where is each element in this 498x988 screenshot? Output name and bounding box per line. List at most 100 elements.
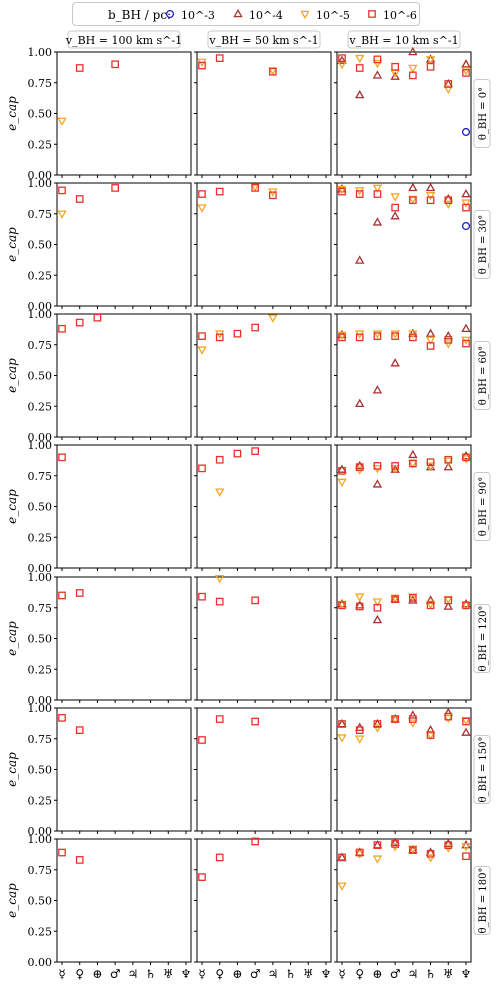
legend-label-1: 10^-4 [249, 9, 283, 22]
point-r5-c0-1e-6-1 [75, 726, 84, 734]
xtick-label-c0-7: ♆ [181, 967, 192, 981]
point-r0-c2-1e-3-7 [461, 127, 471, 137]
point-r1-c0-1e-5-0 [57, 210, 67, 219]
row-title-group-6: θ_BH = 180° [473, 866, 491, 935]
point-r0-c1-1e-6-0 [198, 61, 206, 70]
panel-r6-c1: ☿ ♀ ⊕ ♂ ♃ ♄ ♅ ♆ [194, 838, 332, 981]
panel-frame-r6-c2 [336, 838, 472, 963]
ylabel-r5: e_cap [5, 752, 19, 787]
panel-r5-c1 [194, 707, 332, 834]
legend-label-3: 10^-6 [383, 9, 417, 22]
ytick-label-r4-0: 0.00 [28, 694, 53, 707]
point-r1-c2-1e-4-6 [443, 193, 453, 203]
point-r0-c2-1e-5-5 [425, 56, 436, 65]
point-r2-c2-1e-6-1 [355, 333, 364, 342]
column-title-0: v_BH = 100 km s^-1 [65, 34, 182, 47]
point-r2-c1-1e-6-2 [233, 329, 242, 338]
point-r3-c2-1e-5-5 [425, 462, 436, 472]
point-r0-c2-1e-4-0 [337, 55, 347, 64]
point-r1-c2-1e-4-4 [408, 182, 418, 192]
point-r0-c2-1e-6-6 [444, 80, 453, 88]
point-r6-c2-1e-4-3 [390, 837, 400, 846]
point-r4-c2-1e-4-1 [355, 600, 365, 609]
point-r1-c2-1e-5-2 [372, 184, 383, 194]
point-r5-c2-1e-5-0 [337, 734, 347, 743]
point-r3-c2-1e-6-5 [426, 458, 435, 467]
panel-r1-c1 [194, 182, 332, 309]
point-r0-c2-1e-5-4 [408, 64, 418, 74]
point-r5-c1-1e-6-1 [215, 715, 224, 723]
point-r4-c2-1e-4-7 [461, 598, 471, 608]
point-r2-c2-1e-5-3 [390, 330, 400, 339]
xtick-label-c0-4: ♃ [127, 967, 138, 981]
point-r3-c2-1e-4-4 [408, 449, 418, 459]
xtick-label-c1-0: ☿ [198, 967, 205, 981]
ytick-label-r3-0: 0.00 [28, 562, 53, 575]
point-r0-c2-1e-5-6 [443, 85, 453, 95]
xtick-label-c2-2: ⊕ [372, 967, 382, 981]
point-r6-c2-1e-4-7 [461, 840, 471, 849]
point-r3-c2-1e-4-0 [337, 464, 347, 473]
panel-r3-c0: 0.00 0.25 0.50 0.75 1.00 e_cap [5, 439, 192, 575]
ytick-label-r5-3: 0.75 [28, 733, 53, 746]
xtick-label-c0-2: ⊕ [92, 967, 102, 981]
point-r1-c1-1e-6-3 [251, 184, 259, 192]
ytick-label-r3-4: 1.00 [28, 439, 53, 452]
point-r6-c0-1e-6-1 [75, 856, 84, 864]
ytick-label-r2-1: 0.25 [28, 400, 53, 413]
ytick-label-r1-0: 0.00 [28, 300, 53, 313]
point-r0-c2-1e-6-4 [409, 71, 417, 80]
point-r2-c2-1e-5-2 [372, 330, 383, 339]
point-r5-c2-1e-6-2 [373, 720, 382, 728]
column-title-2: v_BH = 10 km s^-1 [348, 34, 458, 47]
ylabel-r1: e_cap [5, 227, 19, 262]
point-r3-c2-1e-6-3 [391, 462, 399, 470]
point-r5-c2-1e-6-4 [409, 715, 417, 723]
point-r5-c2-1e-6-6 [444, 712, 453, 721]
point-r6-c2-1e-5-5 [425, 854, 436, 863]
ylabel-r3: e_cap [5, 489, 19, 524]
point-r3-c2-1e-6-2 [373, 462, 382, 470]
point-r3-c1-1e-5-1 [215, 488, 225, 497]
panel-r5-c0: 0.00 0.25 0.50 0.75 1.00 e_cap [5, 702, 192, 838]
panel-r3-c1 [194, 444, 332, 571]
point-r0-c2-1e-5-1 [355, 54, 365, 64]
point-r5-c0-1e-6-0 [58, 713, 66, 722]
ytick-label-r0-1: 0.25 [28, 138, 53, 151]
column-title-box-2 [347, 30, 461, 49]
point-r5-c2-1e-5-1 [355, 735, 365, 744]
point-r1-c2-1e-4-5 [425, 182, 436, 192]
ytick-label-r1-1: 0.25 [28, 269, 53, 282]
point-r6-c2-1e-6-4 [409, 846, 417, 854]
panel-r1-c2 [334, 182, 472, 309]
point-r2-c2-1e-6-7 [462, 339, 470, 348]
point-r1-c2-1e-3-7 [461, 222, 471, 231]
point-r3-c2-1e-4-1 [355, 460, 365, 470]
point-r2-c2-1e-4-5 [425, 328, 436, 337]
xtick-label-c0-1: ♀ [75, 967, 84, 981]
point-r0-c2-1e-4-4 [408, 46, 418, 56]
row-title-box-1 [473, 210, 491, 279]
point-r4-c1-1e-6-0 [198, 592, 206, 601]
point-r4-c2-1e-6-1 [355, 602, 364, 611]
row-title-group-0: θ_BH = 0° [473, 79, 491, 148]
point-r1-c1-1e-6-0 [198, 190, 206, 198]
ytick-label-r1-3: 0.75 [28, 208, 53, 221]
point-r5-c1-1e-6-3 [251, 717, 259, 726]
point-r4-c2-1e-4-5 [425, 595, 436, 604]
point-r6-c2-1e-5-2 [372, 855, 383, 864]
point-r4-c2-1e-6-2 [373, 603, 382, 612]
point-r3-c2-1e-4-2 [372, 479, 383, 488]
ytick-label-r6-2: 0.50 [28, 895, 53, 908]
point-r4-c2-1e-6-5 [426, 601, 435, 610]
ytick-label-r5-2: 0.50 [28, 764, 53, 777]
point-r3-c2-1e-5-6 [443, 457, 453, 467]
xtick-label-c1-3: ♂ [250, 967, 261, 981]
point-r0-c2-1e-5-2 [372, 59, 383, 69]
ytick-label-r0-2: 0.50 [28, 108, 53, 121]
ytick-label-r4-2: 0.50 [28, 633, 53, 646]
point-r4-c2-1e-6-6 [444, 596, 453, 605]
point-r6-c2-1e-6-3 [391, 840, 399, 848]
xtick-label-c2-0: ☿ [338, 967, 345, 981]
